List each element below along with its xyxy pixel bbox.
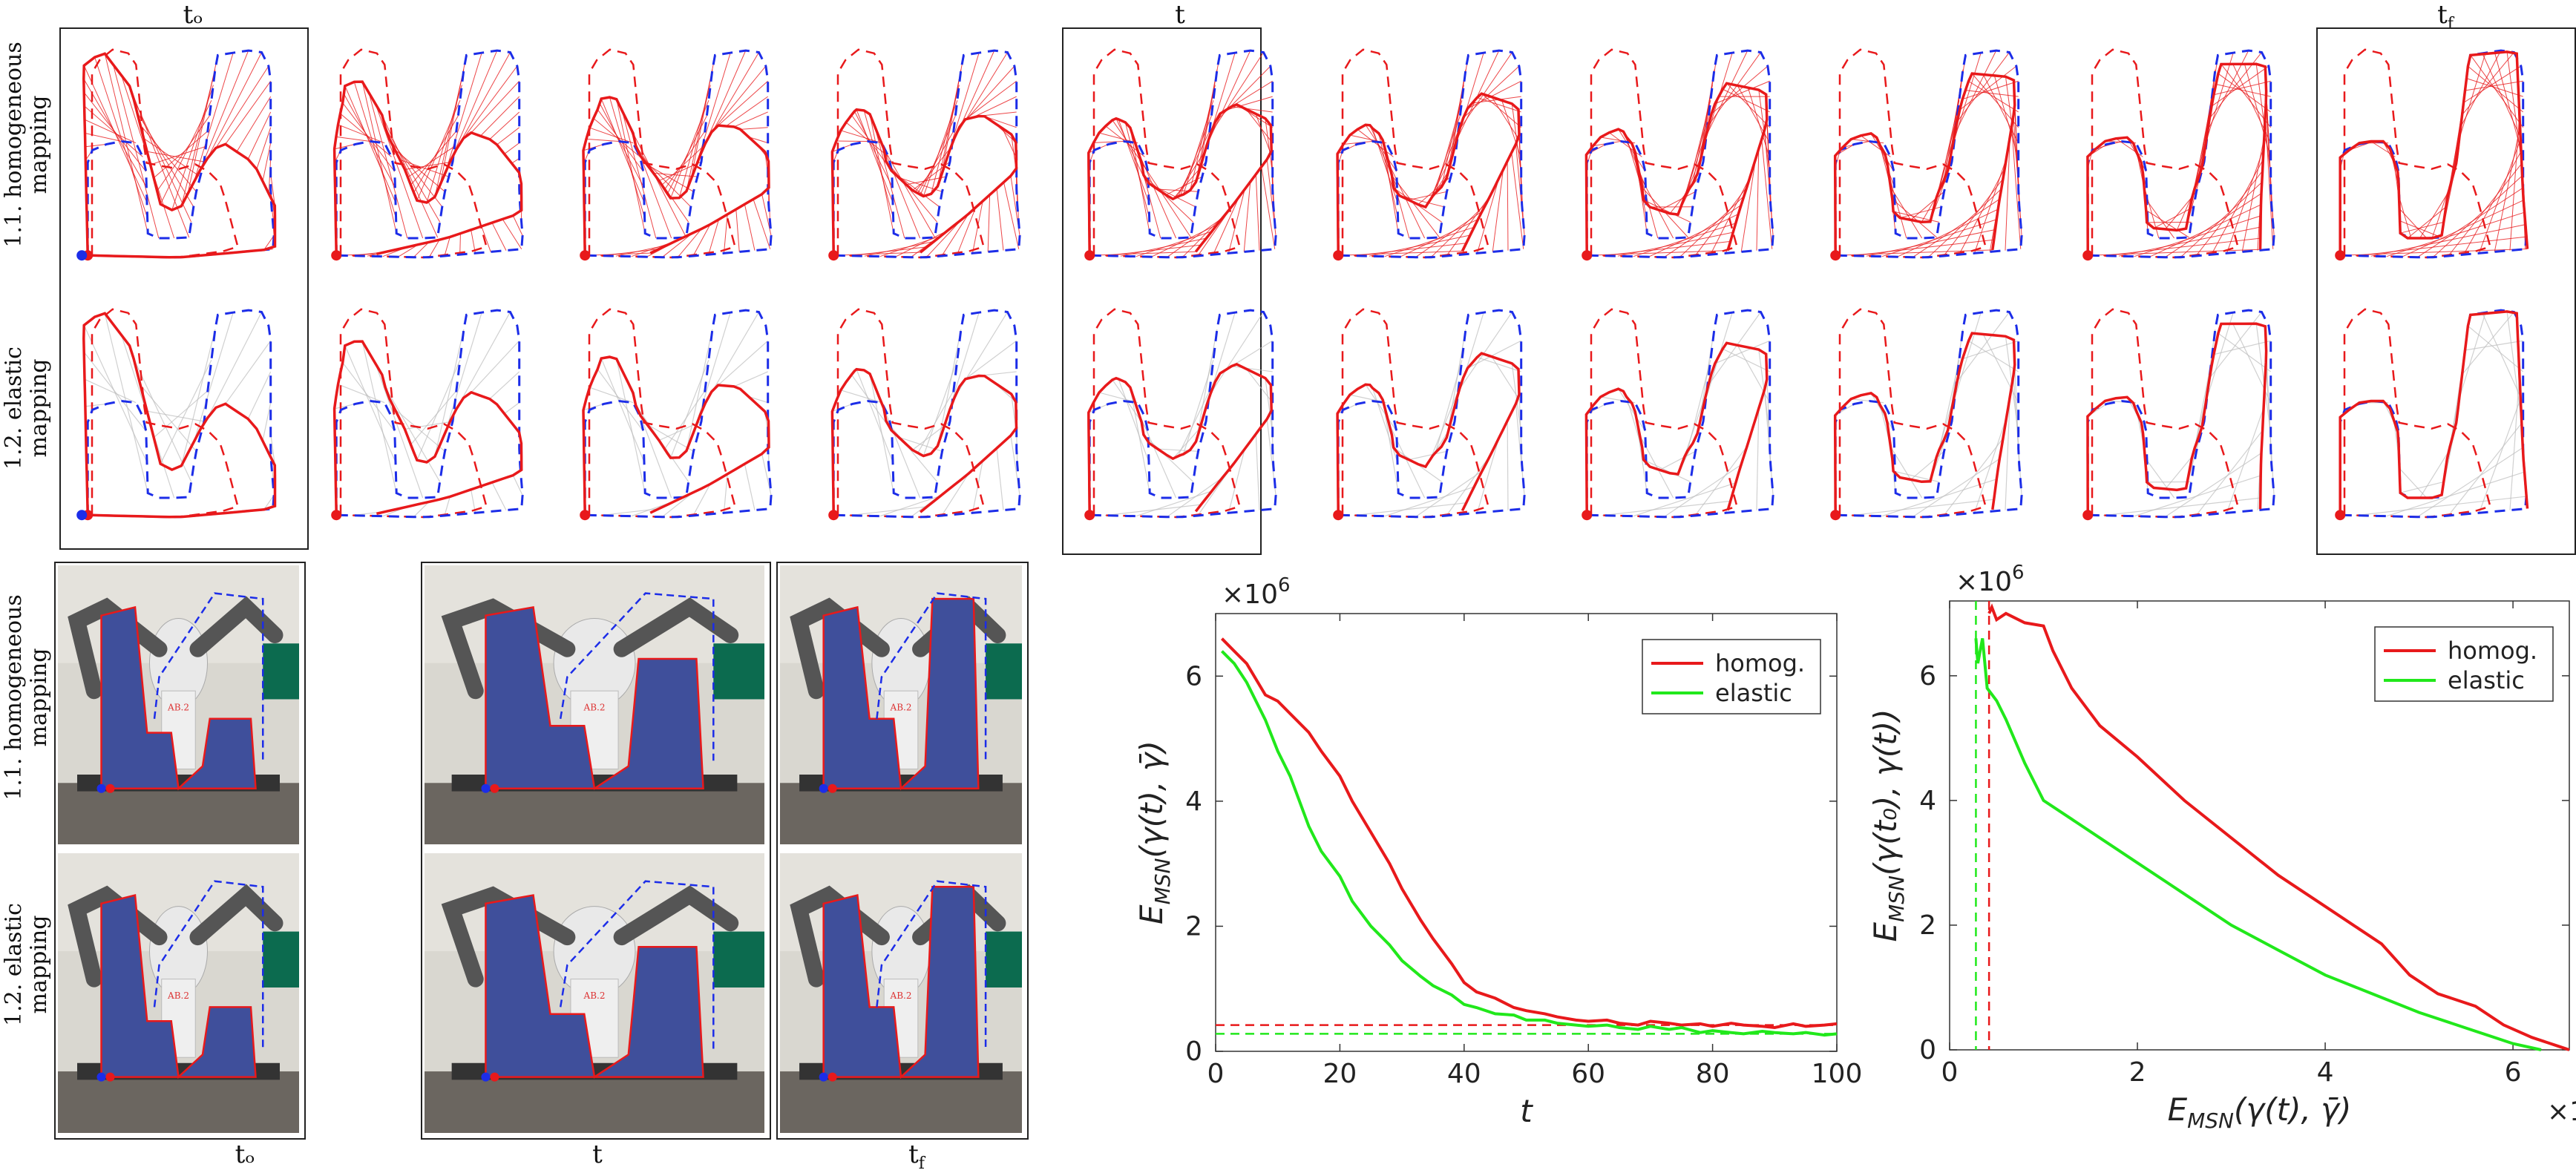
y-exponent-power: 6 [2012, 562, 2025, 584]
y-tick-label: 4 [1919, 786, 1936, 816]
y-tick-label: 0 [1919, 1035, 1936, 1065]
x-axis-label: EMSN(γ(t), γ̄) [2168, 1091, 2352, 1133]
x-tick-label: 2 [2129, 1057, 2146, 1088]
x-tick-label: 4 [2317, 1057, 2334, 1088]
x-exponent-label: ×106 [2547, 1091, 2576, 1127]
y-tick-label: 6 [1919, 661, 1936, 691]
y-tick-label: 2 [1919, 910, 1936, 941]
y-exponent-label: ×106 [1956, 562, 2025, 597]
x-tick-label: 0 [1941, 1057, 1959, 1088]
y-axis-label: EMSN(γ(t₀), γ(t)) [1867, 709, 1909, 942]
x-tick-label: 6 [2505, 1057, 2522, 1088]
legend-label: homog. [2448, 637, 2537, 665]
legend-label: elastic [2448, 666, 2525, 694]
